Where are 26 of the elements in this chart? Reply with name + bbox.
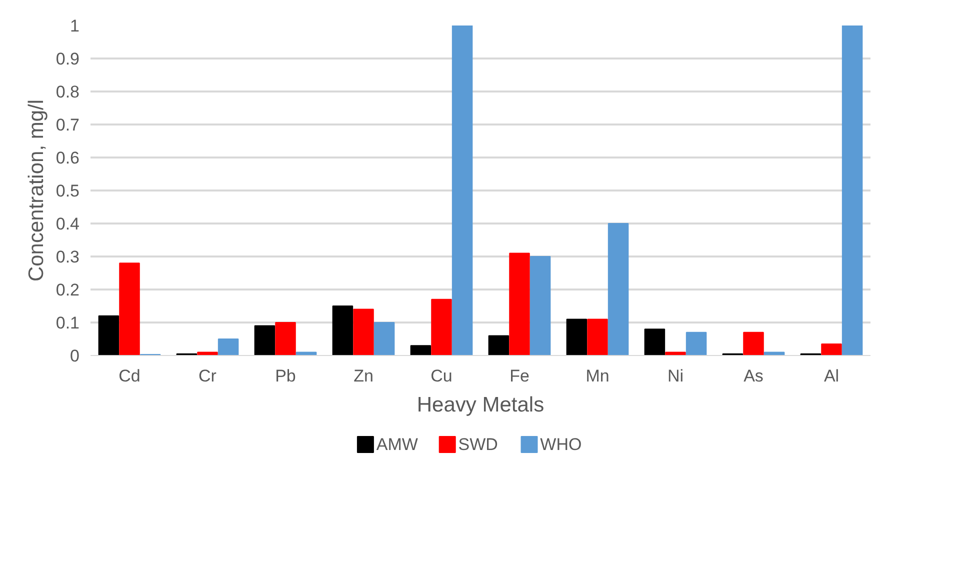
legend-label: WHO — [540, 435, 582, 454]
y-tick-label: 0 — [70, 346, 80, 366]
x-tick-label: Fe — [510, 366, 530, 386]
legend-label: AMW — [376, 435, 418, 454]
x-tick-label: Ni — [667, 366, 684, 386]
legend-label: SWD — [458, 435, 498, 454]
y-tick-label: 1 — [70, 16, 80, 36]
x-tick-label: Zn — [354, 366, 374, 386]
y-tick-label: 0.7 — [56, 116, 80, 134]
x-tick-label: Cu — [430, 366, 452, 386]
y-axis-title: Concentration, mg/l — [24, 99, 48, 282]
y-tick-label: 0.6 — [56, 148, 80, 168]
x-tick-label: Cd — [118, 366, 140, 386]
x-tick-label: Al — [824, 366, 840, 386]
x-tick-label: Mn — [586, 366, 610, 386]
x-tick-label: Pb — [275, 366, 296, 386]
y-tick-label: 0.2 — [56, 280, 80, 300]
x-axis-title: Heavy Metals — [416, 394, 544, 416]
y-tick-label: 0.5 — [56, 182, 80, 200]
y-tick-label: 0.3 — [56, 248, 80, 266]
x-tick-label: Cr — [198, 366, 217, 386]
x-tick-label: As — [744, 366, 764, 386]
y-tick-label: 0.1 — [56, 314, 80, 332]
y-tick-label: 0.4 — [56, 214, 80, 234]
y-tick-label: 0.9 — [56, 50, 80, 68]
y-tick-label: 0.8 — [56, 82, 80, 102]
